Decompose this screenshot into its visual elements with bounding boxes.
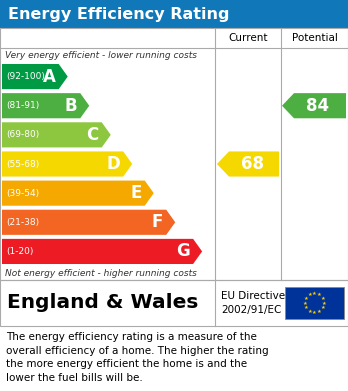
Text: 68: 68 (240, 155, 263, 173)
Text: ★: ★ (322, 301, 327, 305)
Text: F: F (152, 213, 163, 231)
Text: (21-38): (21-38) (6, 218, 39, 227)
Text: E: E (130, 184, 142, 202)
Text: ★: ★ (312, 291, 317, 296)
Text: 2002/91/EC: 2002/91/EC (221, 305, 282, 315)
Text: (1-20): (1-20) (6, 247, 33, 256)
Text: Very energy efficient - lower running costs: Very energy efficient - lower running co… (5, 50, 197, 59)
Polygon shape (2, 122, 111, 147)
Text: ★: ★ (307, 292, 312, 297)
Text: Not energy efficient - higher running costs: Not energy efficient - higher running co… (5, 269, 197, 278)
Text: The energy efficiency rating is a measure of the
overall efficiency of a home. T: The energy efficiency rating is a measur… (6, 332, 269, 383)
Text: ★: ★ (302, 301, 307, 305)
Polygon shape (2, 93, 89, 118)
Text: (55-68): (55-68) (6, 160, 39, 169)
Text: ★: ★ (317, 292, 322, 297)
Polygon shape (2, 239, 202, 264)
Polygon shape (2, 64, 68, 89)
Text: ★: ★ (317, 309, 322, 314)
Text: (69-80): (69-80) (6, 130, 39, 139)
Text: (39-54): (39-54) (6, 188, 39, 197)
Text: 84: 84 (307, 97, 330, 115)
Text: B: B (65, 97, 77, 115)
Text: ★: ★ (321, 305, 325, 310)
Polygon shape (217, 151, 279, 177)
Bar (0, 280, 348, 326)
Text: G: G (176, 242, 190, 260)
Text: ★: ★ (303, 305, 308, 310)
Text: EU Directive: EU Directive (221, 291, 285, 301)
Text: ★: ★ (307, 309, 312, 314)
Polygon shape (2, 151, 132, 177)
Bar (285, 287, 344, 319)
Text: A: A (43, 68, 56, 86)
Text: ★: ★ (312, 310, 317, 316)
Polygon shape (2, 210, 175, 235)
Text: England & Wales: England & Wales (7, 294, 198, 312)
Text: Energy Efficiency Rating: Energy Efficiency Rating (8, 7, 229, 22)
Text: ★: ★ (303, 296, 308, 301)
Polygon shape (282, 93, 346, 118)
Bar (0, 28, 348, 280)
Text: D: D (106, 155, 120, 173)
Text: (92-100): (92-100) (6, 72, 45, 81)
Text: (81-91): (81-91) (6, 101, 39, 110)
Text: C: C (86, 126, 99, 144)
Text: ★: ★ (321, 296, 325, 301)
Bar (0, 0, 348, 28)
Text: Potential: Potential (292, 33, 338, 43)
Polygon shape (2, 181, 154, 206)
Text: Current: Current (228, 33, 268, 43)
